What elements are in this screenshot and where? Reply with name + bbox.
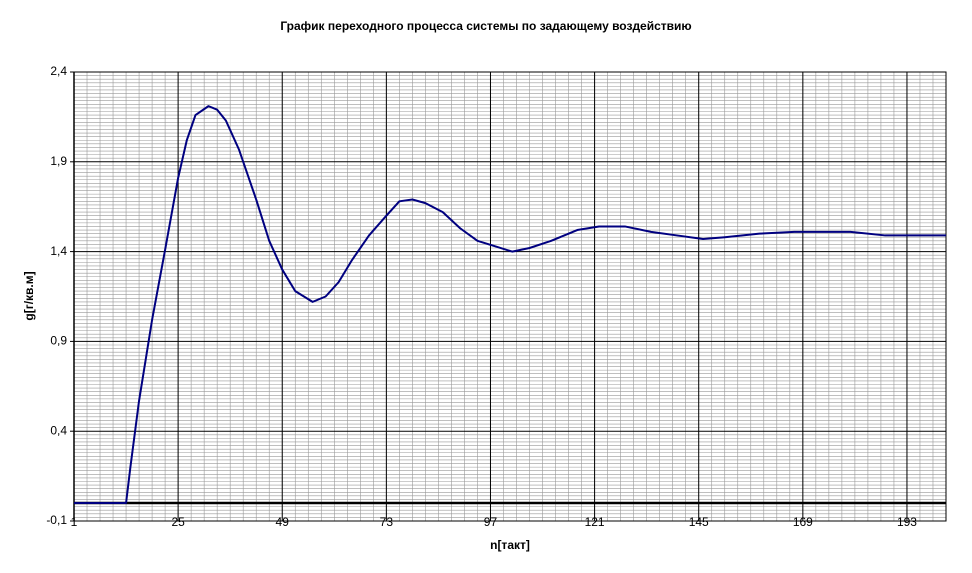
x-tick-label: 73 [380,515,394,529]
x-tick-label: 121 [585,515,605,529]
x-tick-label: 145 [689,515,709,529]
x-tick-label: 1 [71,515,78,529]
y-tick-label: 1,9 [50,154,67,168]
y-tick-label: 0,9 [50,334,67,348]
x-tick-label: 193 [897,515,917,529]
y-tick-label: 0,4 [50,423,67,437]
y-tick-label: 2,4 [50,64,67,78]
x-tick-label: 25 [171,515,185,529]
x-tick-label: 97 [484,515,498,529]
x-tick-label: 49 [276,515,290,529]
y-tick-label: 1,4 [50,244,67,258]
x-tick-label: 169 [793,515,813,529]
data-line [74,105,946,505]
chart-title: График переходного процесса системы по з… [280,19,691,33]
y-tick-label: -0,1 [46,513,67,527]
y-axis-title: g[г/кв.м] [22,271,36,320]
x-axis-title: n[такт] [490,538,530,552]
